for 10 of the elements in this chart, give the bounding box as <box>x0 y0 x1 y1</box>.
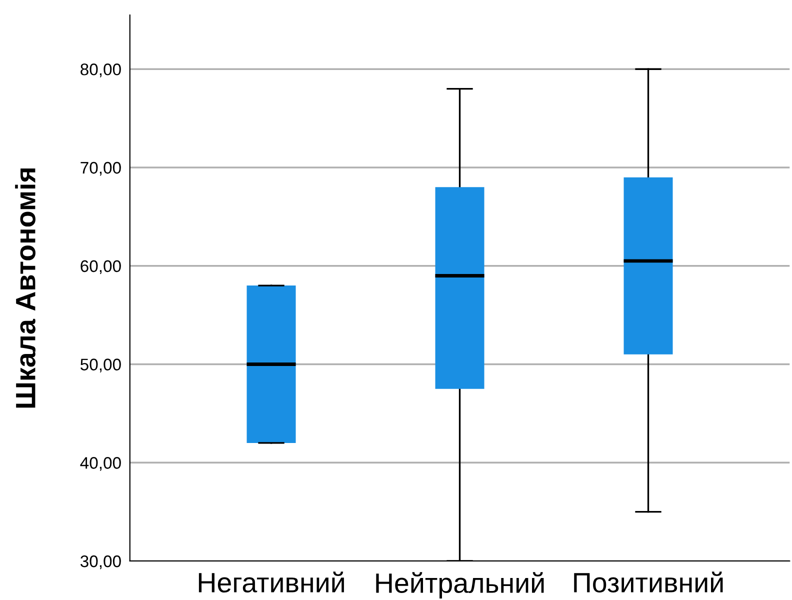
y-tick-label: 70,00 <box>80 162 121 176</box>
x-tick-label: Негативний <box>198 572 344 593</box>
y-axis-title: Шкала Автономія <box>15 168 36 408</box>
y-tick-label: 80,00 <box>80 64 121 78</box>
y-tick-label: 50,00 <box>80 358 121 372</box>
x-tick-label: Нейтральний <box>376 572 544 598</box>
y-tick-label: 30,00 <box>80 555 121 570</box>
x-tick-label: Позитивний <box>574 572 723 593</box>
y-tick-label: 60,00 <box>80 260 121 274</box>
y-tick-label: 40,00 <box>80 457 121 471</box>
